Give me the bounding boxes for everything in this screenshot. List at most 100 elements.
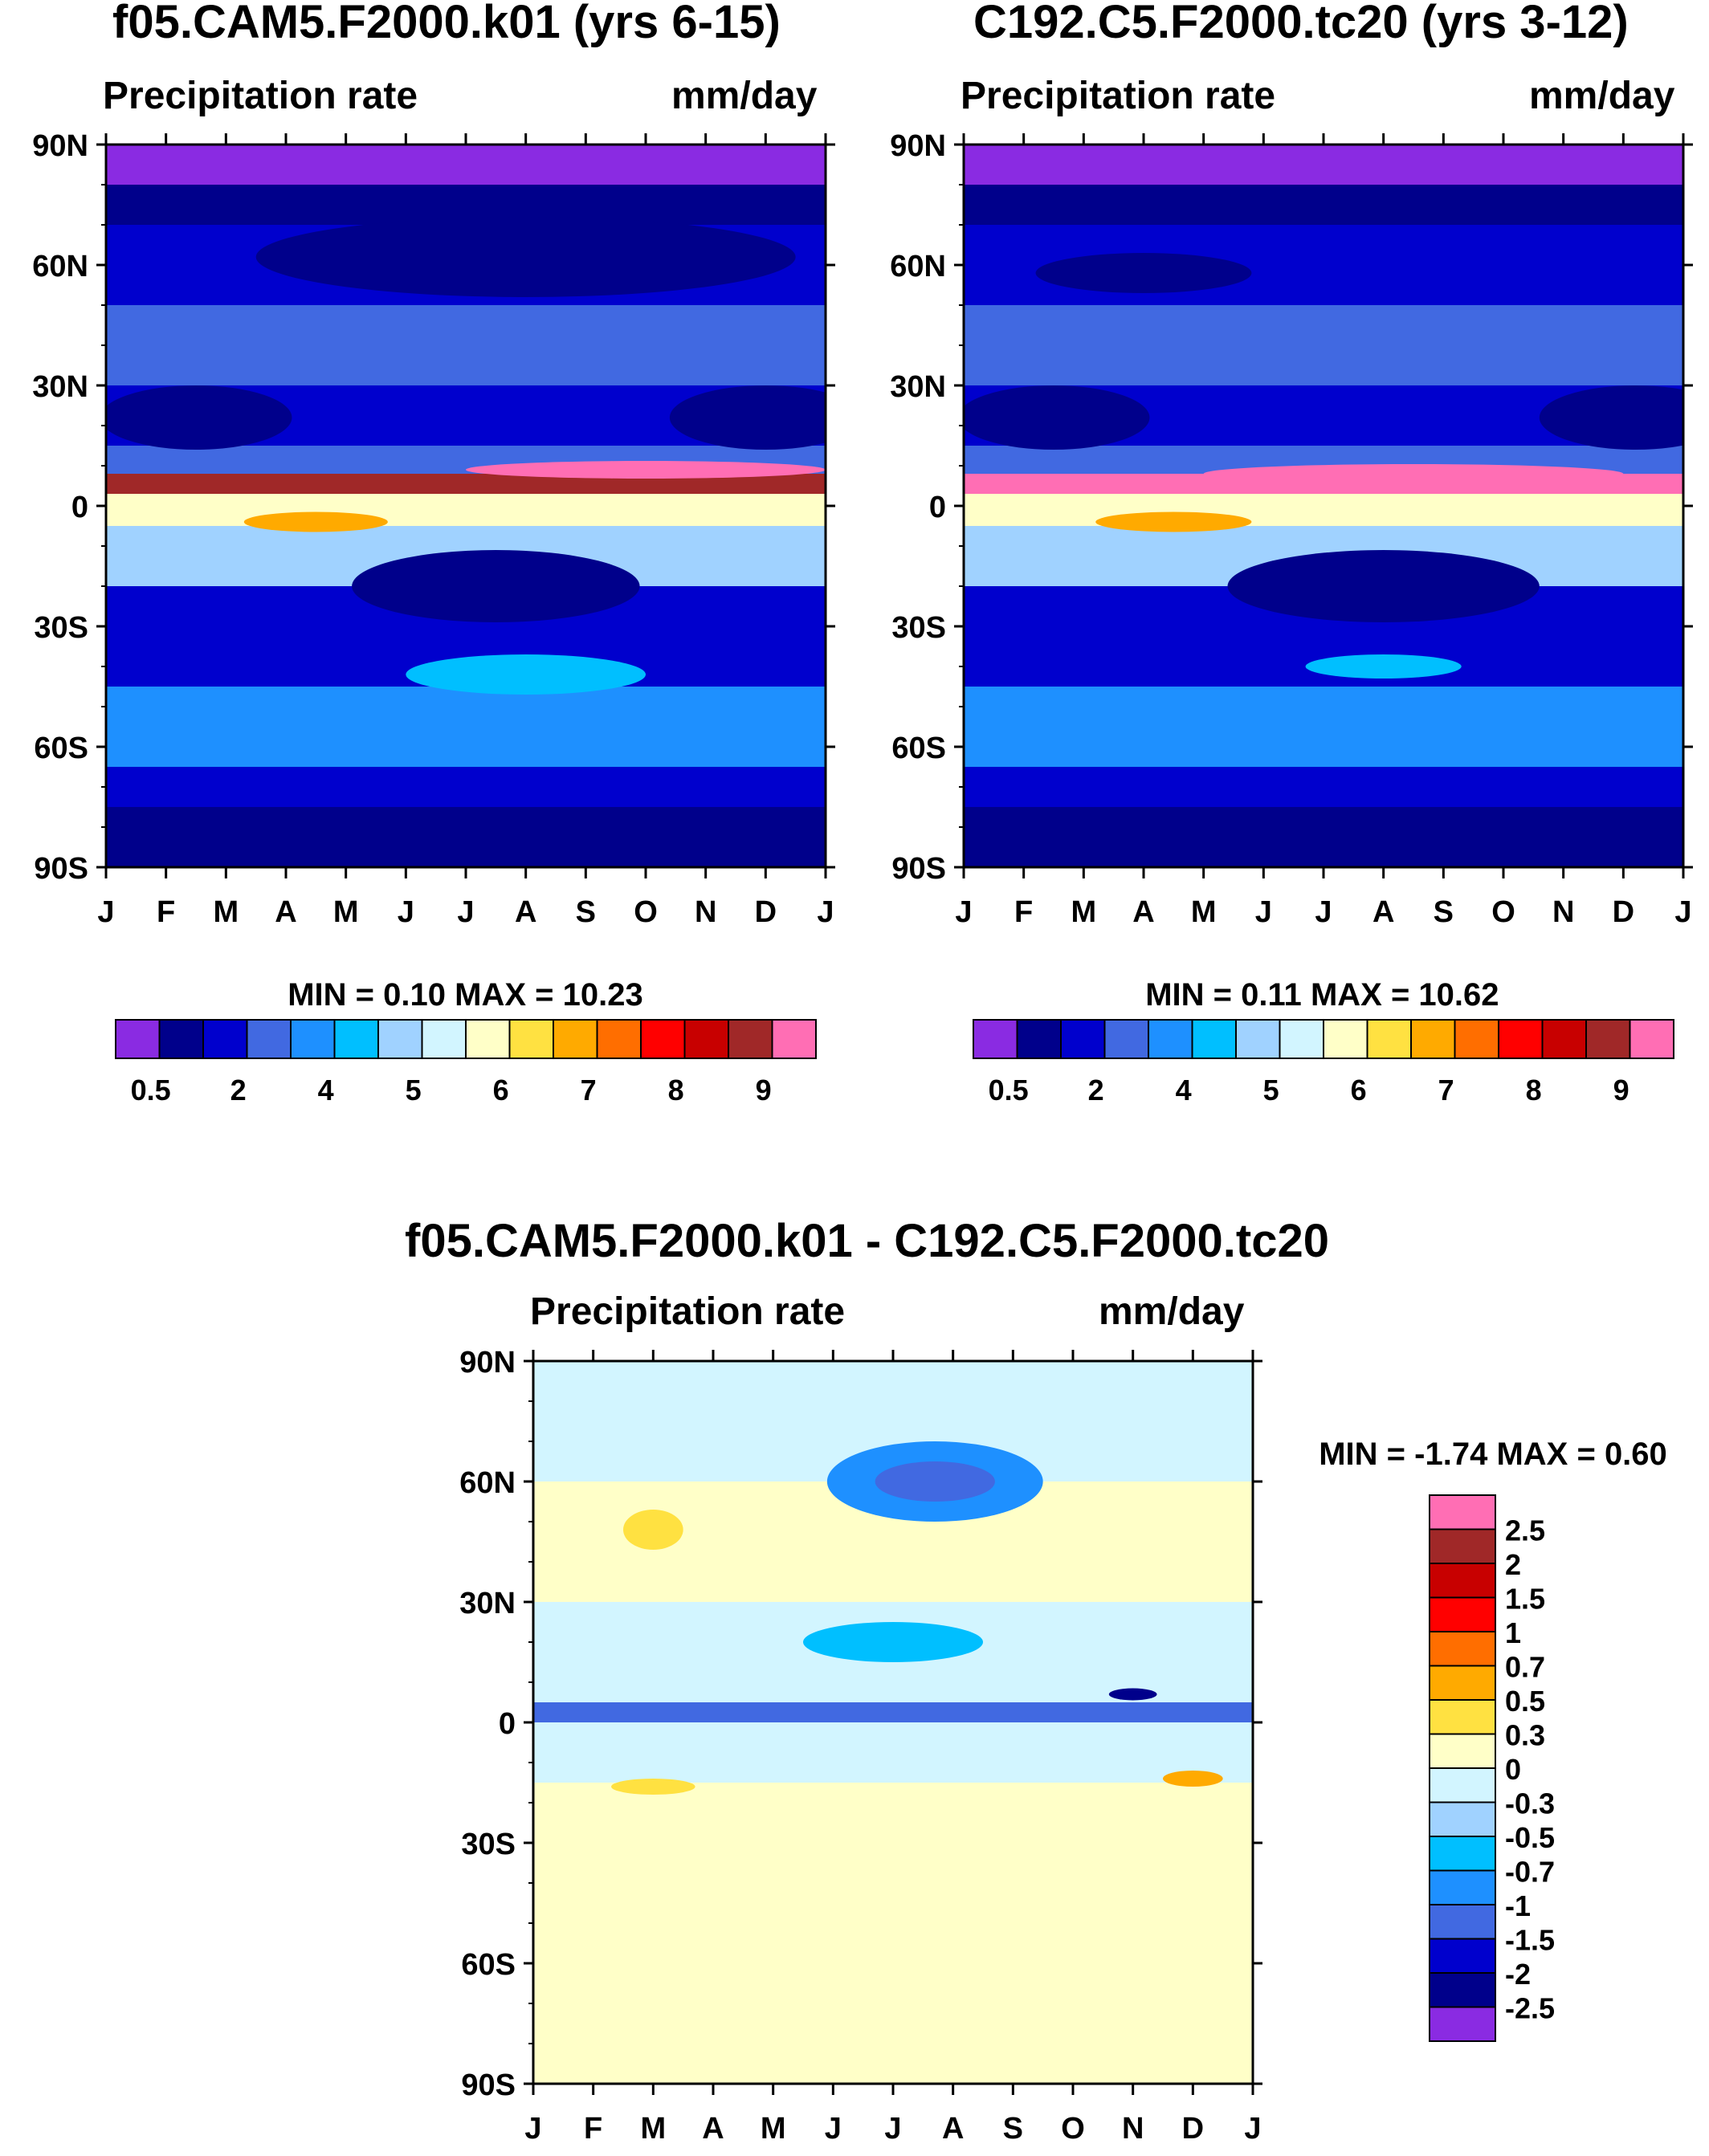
panel3-colorbar-label: 0.3 (1505, 1719, 1545, 1752)
panel2-band (964, 687, 1683, 768)
panel3-y-tick-label: 60S (461, 1948, 516, 1982)
panel1-colorbar-box (115, 1019, 161, 1059)
panel1-colorbar-label: 7 (581, 1074, 597, 1107)
panel1-colorbar-box (290, 1019, 336, 1059)
panel3-contour-region (863, 1875, 1164, 1971)
panel2-colorbar-label: 8 (1526, 1074, 1542, 1107)
panel1-x-tick-label: A (275, 895, 296, 929)
panel1-colorbar-label: 8 (668, 1074, 684, 1107)
panel3-colorbar-box (1429, 1938, 1496, 1974)
panel3-max-value: 0.60 (1604, 1437, 1667, 1472)
panel3-x-tick-label: N (1122, 2112, 1144, 2146)
panel3-colorbar-box (1429, 1528, 1496, 1564)
panel1-colorbar-box (596, 1019, 642, 1059)
panel3-units-label: mm/day (1099, 1290, 1245, 1333)
panel3-x-tick-label: J (884, 2112, 901, 2146)
panel3-colorbar-box (1429, 1904, 1496, 1940)
panel2-x-tick-label: J (1255, 895, 1272, 929)
panel2-x-tick-label: J (1315, 895, 1332, 929)
panel3-band (533, 1702, 1253, 1723)
panel1-band (106, 305, 826, 386)
panel1-y-tick-label: 90S (34, 852, 88, 886)
panel2-colorbar-label: 0.5 (989, 1074, 1029, 1107)
panel3-x-tick-label: A (942, 2112, 964, 2146)
panel3-colorbar-box (1429, 1972, 1496, 2008)
panel1-x-tick-label: F (157, 895, 175, 929)
panel3-colorbar-label: -2.5 (1505, 1992, 1555, 2025)
panel2-colorbar-box (1279, 1019, 1324, 1059)
panel2-y-tick-label: 90S (891, 852, 946, 886)
panel3-min-label: MIN = (1319, 1437, 1406, 1472)
panel2-y-tick-label: 60S (891, 732, 946, 765)
panel2-colorbar-label: 7 (1438, 1074, 1454, 1107)
panel1-x-tick-label: J (398, 895, 414, 929)
panel3-contour-region (623, 1510, 683, 1550)
panel1-max-value: 10.23 (562, 977, 643, 1013)
panel1-y-tick-label: 30N (32, 370, 88, 404)
panel3-contour-region (611, 1779, 695, 1795)
panel1-colorbar-label: 4 (318, 1074, 334, 1107)
panel2-y-tick-label: 90N (890, 129, 946, 163)
panel1-colorbar-box (158, 1019, 204, 1059)
panel3-colorbar-label: -0.5 (1505, 1821, 1555, 1854)
panel2-colorbar-box (1585, 1019, 1631, 1059)
panel3-contour-region (533, 1843, 713, 1963)
panel2-y-tick-label: 30N (890, 370, 946, 404)
panel3-x-tick-label: F (584, 2112, 602, 2146)
panel3-colorbar-label: 0 (1505, 1753, 1521, 1786)
panel3-colorbar-label: 2 (1505, 1548, 1521, 1581)
panel3-y-tick-label: 30N (459, 1587, 516, 1620)
panel3-colorbar-label: -1 (1505, 1889, 1531, 1922)
panel2-min-max: MIN = 0.11 MAX = 10.62 (1128, 941, 1499, 1013)
panel1-variable-label: Precipitation rate (103, 75, 418, 117)
panel2-max-label: MAX = (1310, 977, 1410, 1013)
panel2-colorbar-label: 2 (1088, 1074, 1104, 1107)
panel2-x-tick-label: J (1674, 895, 1691, 929)
panel3-colorbar-label: -1.5 (1505, 1924, 1555, 1957)
panel3-x-tick-label: M (641, 2112, 667, 2146)
panel1-contour-region (255, 217, 796, 297)
panel3-colorbar-label: -0.3 (1505, 1787, 1555, 1820)
panel3-band (533, 1722, 1253, 1783)
panel1-contour-region (352, 550, 640, 622)
panel1-colorbar-box (202, 1019, 248, 1059)
panel1-band (106, 767, 826, 808)
panel3-colorbar-box (1429, 1869, 1496, 1905)
panel2-contour-region (1035, 253, 1252, 293)
panel2-colorbar-box (1235, 1019, 1281, 1059)
panel1-colorbar-box (333, 1019, 379, 1059)
panel3-x-tick-label: D (1182, 2112, 1204, 2146)
panel2-y-tick-label: 30S (891, 611, 946, 645)
panel1-band (106, 494, 826, 527)
panel1-colorbar-box (553, 1019, 598, 1059)
panel1-colorbar-box (465, 1019, 511, 1059)
panel2-contour-region (964, 385, 1150, 450)
panel3-contour-region (803, 1622, 983, 1662)
panel3-field (533, 1361, 1253, 2084)
panel3-colorbar-box (1429, 1699, 1496, 1735)
panel1-colorbar-box (728, 1019, 773, 1059)
panel2-x-tick-label: M (1071, 895, 1097, 929)
panel2-colorbar-box (1323, 1019, 1368, 1059)
panel2-contour-region (1227, 550, 1540, 622)
panel2-band (964, 145, 1683, 185)
panel3-colorbar-box (1429, 1631, 1496, 1667)
panel1-x-tick-label: J (97, 895, 114, 929)
panel2-field (964, 145, 1683, 867)
panel2-min-label: MIN = (1145, 977, 1233, 1013)
panel2-contour-region (1095, 511, 1252, 532)
panel2-colorbar-box (1454, 1019, 1499, 1059)
panel1-max-label: MAX = (455, 977, 554, 1013)
panel2-colorbar-box (1060, 1019, 1106, 1059)
panel1-min-value: 0.10 (383, 977, 447, 1013)
panel2-band (964, 185, 1683, 226)
panel1-colorbar-label: 2 (230, 1074, 247, 1107)
panel1-band (106, 145, 826, 185)
panel2-colorbar-box (973, 1019, 1018, 1059)
panel1-contour-region (243, 511, 388, 532)
panel1-min-label: MIN = (288, 977, 375, 1013)
panel1-contour-region (466, 461, 826, 479)
panel3-y-tick-label: 30S (461, 1828, 516, 1861)
panel1-y-tick-label: 60N (32, 250, 88, 283)
panel1-contour-region (106, 385, 292, 450)
